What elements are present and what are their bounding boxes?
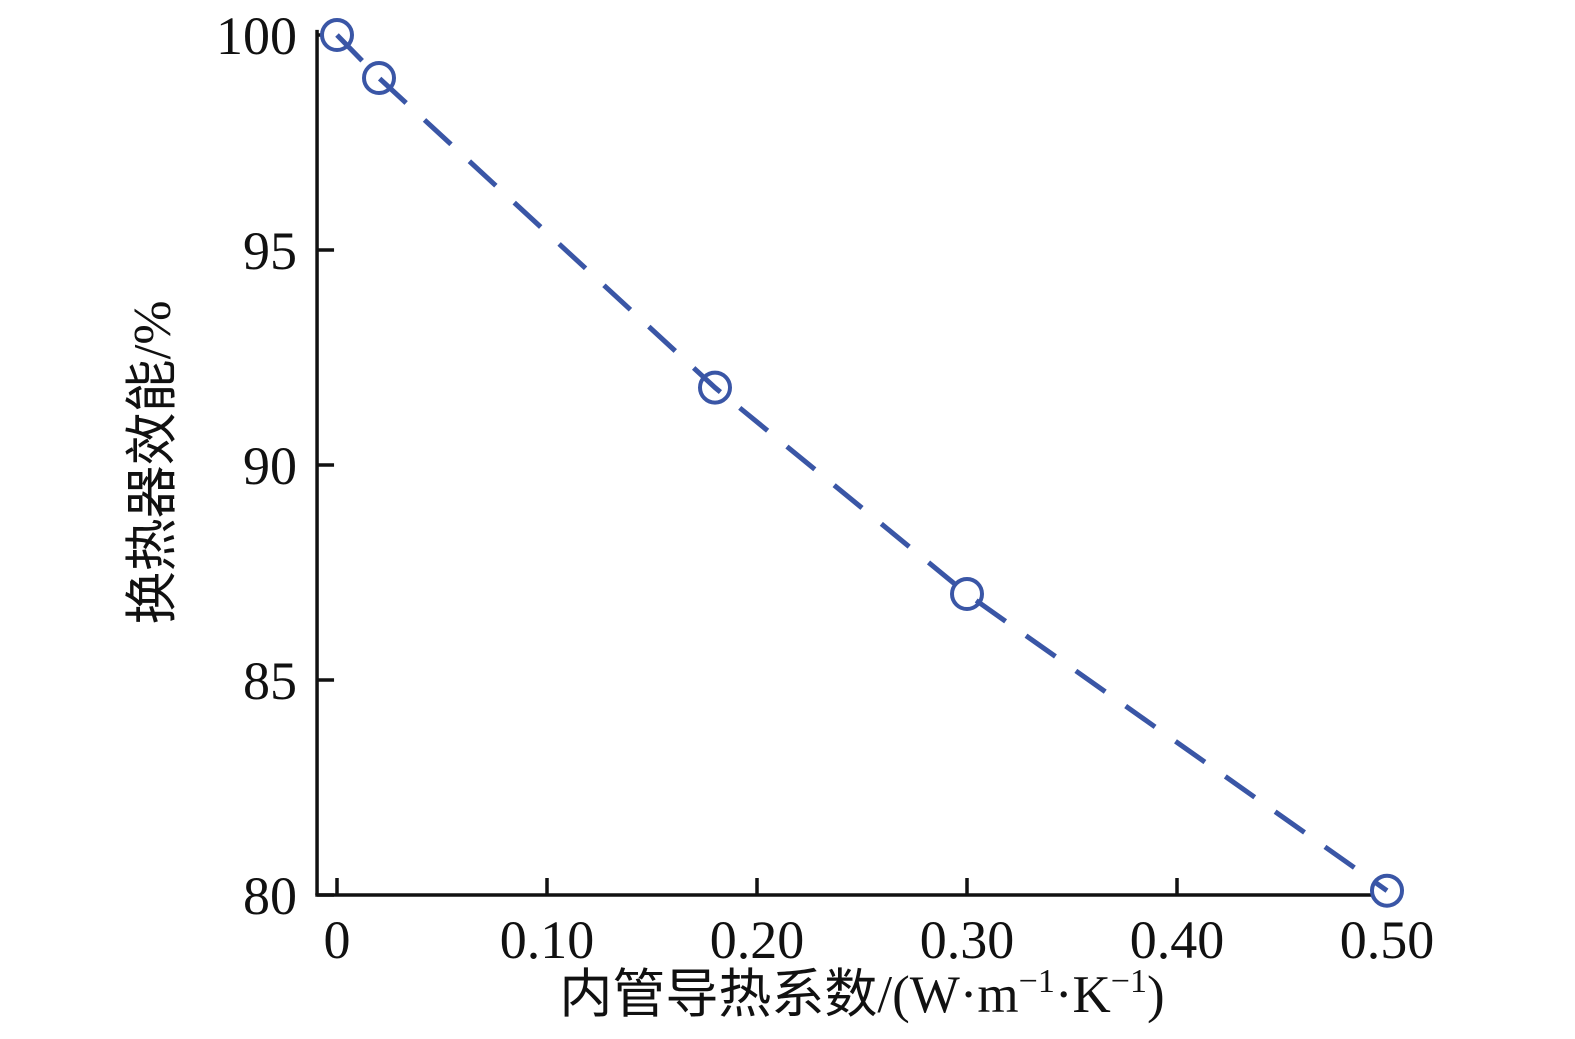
x-tick-label: 0.50 (1340, 910, 1435, 970)
data-point-marker (950, 577, 984, 611)
x-tick-label: 0 (324, 910, 351, 970)
x-tick-label: 0.40 (1130, 910, 1225, 970)
x-axis-title: 内管导热系数/(W·m−1·K−1) (559, 963, 1164, 1024)
series-line (335, 33, 1389, 893)
y-tick-label: 80 (243, 866, 297, 926)
x-tick-label: 0.10 (500, 910, 595, 970)
y-tick-label: 95 (243, 221, 297, 281)
y-tick-label: 100 (216, 6, 297, 66)
y-tick-label: 85 (243, 651, 297, 711)
x-tick-label: 0.20 (710, 910, 805, 970)
y-axis-title: 换热器效能/% (124, 300, 182, 624)
y-tick-label: 90 (243, 436, 297, 496)
x-tick-label: 0.30 (920, 910, 1015, 970)
